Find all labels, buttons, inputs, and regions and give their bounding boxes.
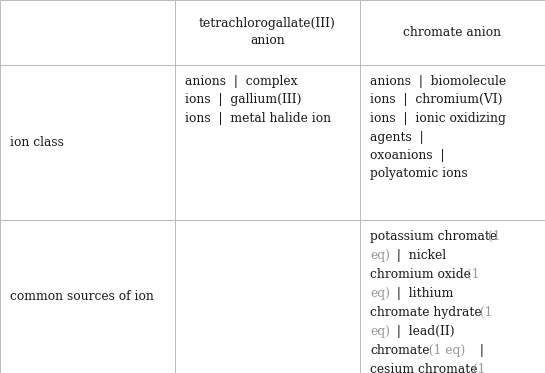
Text: (1: (1 xyxy=(471,306,492,319)
Text: potassium chromate: potassium chromate xyxy=(370,230,497,243)
Text: eq): eq) xyxy=(370,287,390,300)
Text: (1: (1 xyxy=(485,230,501,243)
Text: tetrachlorogallate(III)
anion: tetrachlorogallate(III) anion xyxy=(199,18,336,47)
Text: common sources of ion: common sources of ion xyxy=(10,290,154,303)
Text: chromate hydrate: chromate hydrate xyxy=(370,306,482,319)
Text: chromate anion: chromate anion xyxy=(403,26,501,39)
Text: eq): eq) xyxy=(370,249,390,262)
Text: |  lead(II): | lead(II) xyxy=(389,325,455,338)
Text: |: | xyxy=(471,344,484,357)
Text: anions  |  biomolecule
ions  |  chromium(VI)
ions  |  ionic oxidizing
agents  |
: anions | biomolecule ions | chromium(VI)… xyxy=(370,75,506,181)
Text: (1: (1 xyxy=(459,268,480,281)
Text: |  nickel: | nickel xyxy=(389,249,446,262)
Text: eq): eq) xyxy=(370,325,390,338)
Text: chromate: chromate xyxy=(370,344,429,357)
Text: chromium oxide: chromium oxide xyxy=(370,268,471,281)
Text: (1 eq): (1 eq) xyxy=(421,344,465,357)
Text: cesium chromate: cesium chromate xyxy=(370,363,477,373)
Text: |  lithium: | lithium xyxy=(389,287,453,300)
Text: anions  |  complex
ions  |  gallium(III)
ions  |  metal halide ion: anions | complex ions | gallium(III) ion… xyxy=(185,75,331,125)
Text: (1: (1 xyxy=(465,363,486,373)
Text: ion class: ion class xyxy=(10,136,64,149)
